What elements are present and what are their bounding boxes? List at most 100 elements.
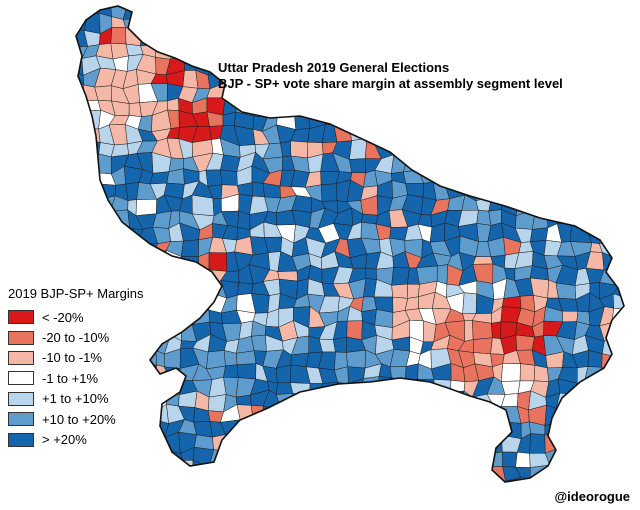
assembly-segment bbox=[574, 408, 593, 426]
assembly-segment bbox=[191, 291, 210, 311]
assembly-segment bbox=[136, 249, 155, 269]
assembly-segment bbox=[182, 476, 195, 482]
assembly-segment bbox=[141, 348, 157, 366]
assembly-segment bbox=[289, 19, 311, 32]
assembly-segment bbox=[345, 349, 366, 369]
assembly-segment bbox=[571, 459, 589, 482]
assembly-segment bbox=[373, 390, 393, 408]
assembly-segment bbox=[403, 169, 425, 184]
assembly-segment bbox=[360, 6, 379, 17]
assembly-segment bbox=[629, 166, 640, 188]
assembly-segment bbox=[601, 461, 617, 478]
assembly-segment bbox=[220, 6, 242, 17]
assembly-segment bbox=[502, 186, 522, 201]
assembly-segment bbox=[515, 142, 535, 158]
assembly-segment bbox=[504, 6, 522, 19]
assembly-segment bbox=[375, 6, 392, 19]
assembly-segment bbox=[336, 439, 354, 455]
assembly-segment bbox=[223, 364, 239, 378]
assembly-segment bbox=[264, 6, 280, 20]
assembly-segment bbox=[501, 154, 522, 170]
assembly-segment bbox=[291, 449, 311, 467]
assembly-segment bbox=[555, 153, 578, 175]
assembly-segment bbox=[602, 6, 615, 16]
assembly-segment bbox=[632, 201, 640, 214]
assembly-segment bbox=[614, 72, 624, 90]
assembly-segment bbox=[572, 153, 591, 171]
assembly-segment bbox=[541, 116, 564, 130]
assembly-segment bbox=[530, 227, 549, 243]
assembly-segment bbox=[276, 15, 299, 32]
assembly-segment bbox=[545, 96, 564, 118]
assembly-segment bbox=[617, 226, 624, 244]
assembly-segment bbox=[353, 417, 367, 441]
assembly-segment bbox=[614, 141, 624, 158]
assembly-segment bbox=[589, 14, 605, 29]
assembly-segment bbox=[545, 170, 564, 186]
assembly-segment bbox=[519, 363, 536, 382]
assembly-segment bbox=[418, 6, 436, 20]
assembly-segment bbox=[168, 490, 184, 506]
assembly-segment bbox=[135, 480, 158, 482]
assembly-segment bbox=[504, 128, 520, 144]
assembly-segment bbox=[561, 184, 574, 202]
assembly-segment bbox=[448, 153, 466, 168]
assembly-segment bbox=[599, 447, 618, 464]
assembly-segment bbox=[135, 464, 158, 482]
assembly-segment bbox=[587, 68, 600, 87]
assembly-segment bbox=[417, 98, 437, 114]
assembly-segment bbox=[375, 95, 396, 118]
assembly-segment bbox=[584, 54, 602, 70]
assembly-segment bbox=[562, 422, 578, 437]
assembly-segment bbox=[528, 137, 550, 159]
assembly-segment bbox=[350, 6, 363, 18]
assembly-segment bbox=[402, 391, 421, 409]
legend-item: < -20% bbox=[8, 307, 143, 327]
assembly-segment bbox=[293, 491, 312, 509]
assembly-segment bbox=[446, 421, 465, 440]
assembly-segment bbox=[80, 251, 102, 270]
assembly-segment bbox=[194, 30, 215, 49]
assembly-segment bbox=[450, 447, 460, 468]
assembly-segment bbox=[612, 183, 624, 202]
assembly-segment bbox=[236, 494, 254, 508]
assembly-segment bbox=[546, 196, 564, 214]
assembly-segment bbox=[545, 181, 564, 203]
assembly-segment bbox=[192, 278, 214, 299]
assembly-segment bbox=[598, 112, 613, 129]
title-line-1: Uttar Pradesh 2019 General Elections bbox=[218, 60, 450, 75]
assembly-segment bbox=[374, 124, 397, 144]
assembly-segment bbox=[486, 154, 508, 172]
assembly-segment bbox=[406, 488, 419, 506]
assembly-segment bbox=[346, 25, 368, 45]
assembly-segment bbox=[250, 476, 270, 482]
assembly-segment bbox=[629, 96, 640, 112]
assembly-segment bbox=[280, 489, 296, 509]
assembly-segment bbox=[474, 475, 490, 482]
assembly-segment bbox=[125, 26, 142, 47]
assembly-segment bbox=[308, 406, 322, 424]
assembly-segment bbox=[234, 474, 255, 482]
assembly-segment bbox=[320, 183, 338, 202]
assembly-segment bbox=[349, 474, 365, 482]
assembly-segment bbox=[458, 446, 479, 468]
assembly-segment bbox=[598, 68, 619, 89]
assembly-segment bbox=[599, 382, 616, 394]
assembly-segment bbox=[110, 464, 128, 480]
assembly-segment bbox=[626, 110, 640, 128]
assembly-segment bbox=[500, 15, 519, 34]
assembly-segment bbox=[444, 488, 462, 506]
assembly-segment bbox=[515, 26, 537, 46]
assembly-segment bbox=[349, 452, 361, 465]
assembly-segment bbox=[276, 382, 294, 395]
assembly-segment bbox=[248, 13, 269, 34]
assembly-segment bbox=[586, 209, 605, 230]
assembly-segment bbox=[360, 13, 380, 35]
legend-item: +10 to +20% bbox=[8, 409, 143, 429]
assembly-segment bbox=[450, 460, 465, 482]
assembly-segment bbox=[612, 95, 624, 113]
assembly-segment bbox=[492, 15, 507, 35]
assembly-segment bbox=[264, 489, 282, 509]
assembly-segment bbox=[474, 6, 495, 20]
assembly-segment bbox=[613, 447, 624, 464]
